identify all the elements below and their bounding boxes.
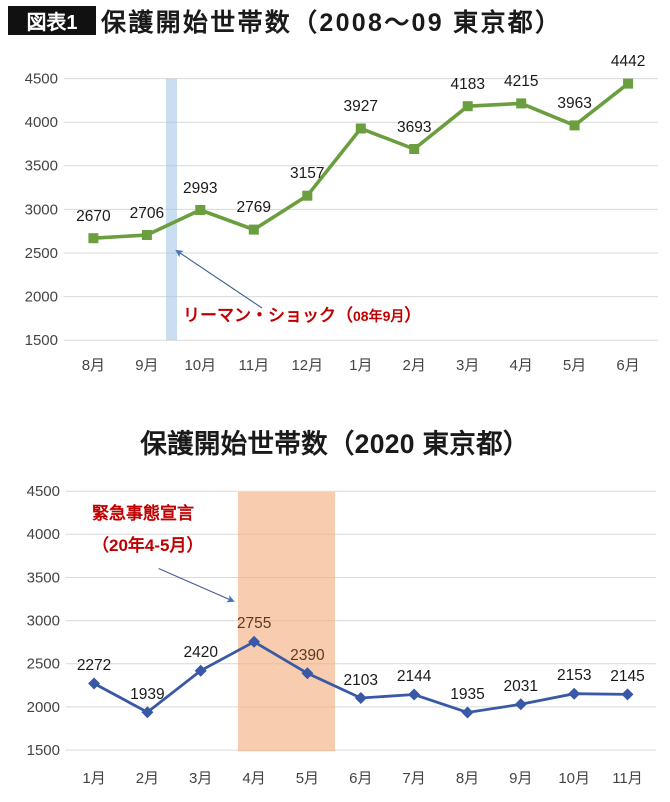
svg-text:1939: 1939 xyxy=(130,686,164,703)
svg-text:緊急事態宣言: 緊急事態宣言 xyxy=(92,503,194,523)
svg-text:2390: 2390 xyxy=(290,647,325,664)
svg-text:8月: 8月 xyxy=(456,770,479,787)
svg-text:2153: 2153 xyxy=(557,667,591,684)
svg-text:3月: 3月 xyxy=(189,770,212,787)
svg-text:2144: 2144 xyxy=(397,668,432,685)
svg-text:2272: 2272 xyxy=(77,657,111,674)
svg-text:2月: 2月 xyxy=(136,770,159,787)
svg-text:2500: 2500 xyxy=(27,656,60,673)
svg-text:6月: 6月 xyxy=(349,770,372,787)
svg-text:1500: 1500 xyxy=(27,742,60,759)
svg-text:2103: 2103 xyxy=(344,672,378,689)
svg-text:2145: 2145 xyxy=(610,668,644,685)
svg-text:2031: 2031 xyxy=(504,678,538,695)
svg-text:10月: 10月 xyxy=(558,770,590,787)
svg-text:11月: 11月 xyxy=(612,770,643,787)
svg-text:4月: 4月 xyxy=(242,770,265,787)
svg-text:1935: 1935 xyxy=(450,686,484,703)
svg-text:5月: 5月 xyxy=(296,770,319,787)
svg-text:1月: 1月 xyxy=(82,770,105,787)
svg-text:4500: 4500 xyxy=(27,483,60,500)
svg-text:（20年4-5月）: （20年4-5月） xyxy=(92,535,203,555)
svg-text:2000: 2000 xyxy=(27,699,60,716)
svg-text:7月: 7月 xyxy=(402,770,425,787)
svg-text:3000: 3000 xyxy=(27,613,60,630)
svg-text:9月: 9月 xyxy=(509,770,532,787)
svg-text:4000: 4000 xyxy=(27,526,60,543)
svg-text:3500: 3500 xyxy=(27,569,60,586)
svg-text:2755: 2755 xyxy=(237,615,271,632)
svg-text:2420: 2420 xyxy=(183,644,218,661)
